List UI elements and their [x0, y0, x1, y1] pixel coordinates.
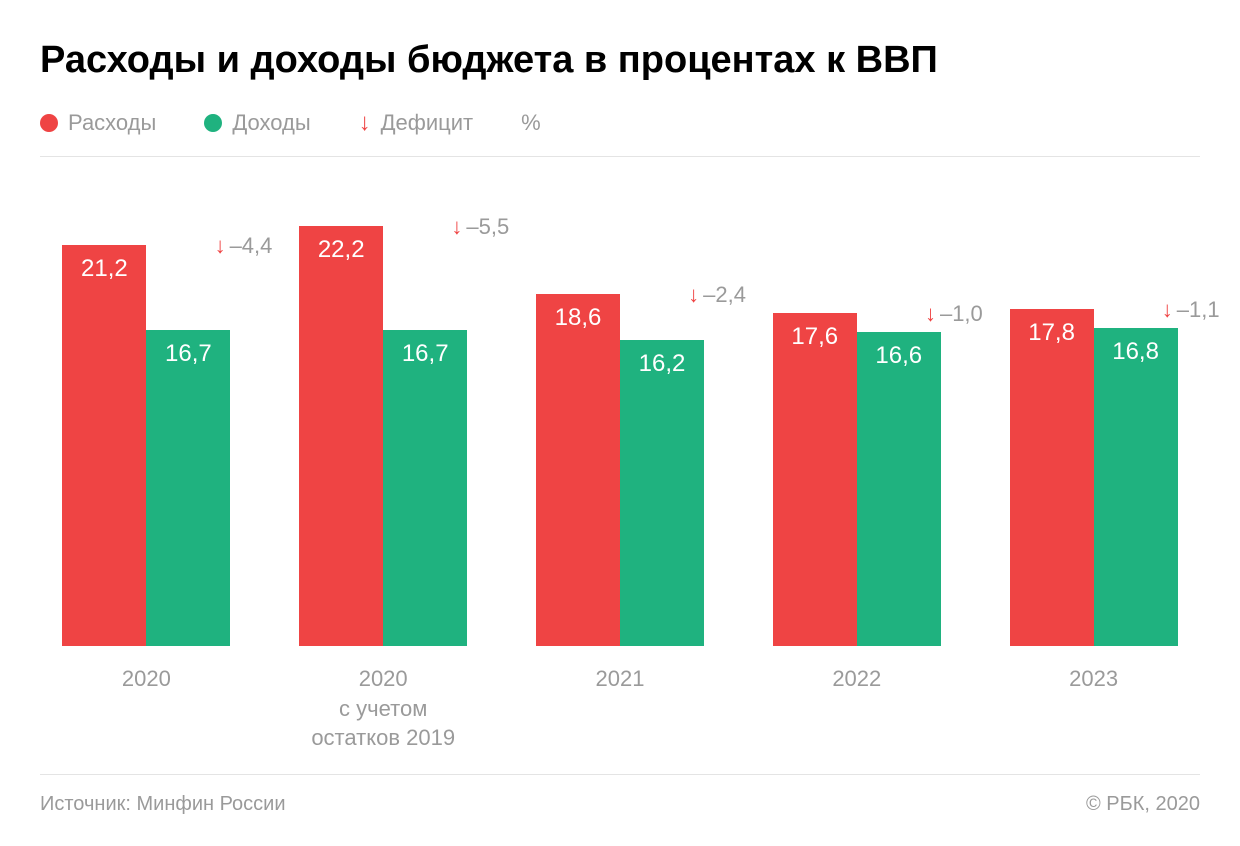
bar-income: 16,8: [1094, 328, 1178, 646]
legend-item-expenses: Расходы: [40, 110, 156, 136]
divider-bottom: [40, 774, 1200, 775]
down-arrow-icon: ↓: [1162, 299, 1173, 321]
bar-group: 22,216,7↓–5,52020 с учетом остатков 2019: [277, 226, 490, 756]
bar-group: 18,616,2↓–2,42021: [514, 226, 727, 756]
deficit-annotation: ↓–2,4: [688, 282, 746, 308]
bar-income: 16,7: [383, 330, 467, 646]
category-label: 2020 с учетом остатков 2019: [311, 664, 455, 756]
down-arrow-icon: ↓: [451, 216, 462, 238]
legend-dot-income: [204, 114, 222, 132]
legend-label-unit: %: [521, 110, 541, 136]
footer-copyright: © РБК, 2020: [1086, 793, 1200, 816]
legend-label-deficit: Дефицит: [381, 110, 474, 136]
bars-row: 22,216,7↓–5,5: [277, 226, 490, 646]
legend-label-income: Доходы: [232, 110, 310, 136]
legend-item-income: Доходы: [204, 110, 310, 136]
bar-pair: 22,216,7↓–5,5: [299, 226, 467, 646]
bar-group: 17,816,8↓–1,12023: [987, 226, 1200, 756]
deficit-value: –4,4: [230, 233, 273, 259]
footer-source: Источник: Минфин России: [40, 793, 286, 816]
legend-label-expenses: Расходы: [68, 110, 156, 136]
legend-item-unit: %: [521, 110, 541, 136]
down-arrow-icon: ↓: [925, 303, 936, 325]
bar-expenses: 17,6: [773, 313, 857, 646]
bar-pair: 17,816,8↓–1,1: [1010, 309, 1178, 646]
bar-income: 16,6: [857, 332, 941, 646]
deficit-value: –2,4: [703, 282, 746, 308]
bar-income: 16,7: [146, 330, 230, 646]
footer: Источник: Минфин России © РБК, 2020: [40, 793, 1200, 816]
bar-group: 21,216,7↓–4,42020: [40, 226, 253, 756]
deficit-value: –5,5: [466, 214, 509, 240]
bar-pair: 17,616,6↓–1,0: [773, 313, 941, 646]
legend-dot-expenses: [40, 114, 58, 132]
category-label: 2022: [832, 664, 881, 756]
bar-pair: 21,216,7↓–4,4: [62, 245, 230, 646]
bar-value-expenses: 18,6: [555, 304, 602, 332]
bars-row: 17,616,6↓–1,0: [750, 226, 963, 646]
bar-pair: 18,616,2↓–2,4: [536, 294, 704, 646]
bar-expenses: 21,2: [62, 245, 146, 646]
deficit-annotation: ↓–5,5: [451, 214, 509, 240]
bar-value-expenses: 22,2: [318, 236, 365, 264]
legend-item-deficit: ↓ Дефицит: [359, 110, 474, 136]
bar-group: 17,616,6↓–1,02022: [750, 226, 963, 756]
bar-expenses: 17,8: [1010, 309, 1094, 646]
bar-value-expenses: 17,8: [1028, 319, 1075, 347]
category-label: 2020: [122, 664, 171, 756]
bar-value-income: 16,7: [402, 340, 449, 368]
bar-value-income: 16,2: [639, 350, 686, 378]
bar-income: 16,2: [620, 340, 704, 646]
deficit-annotation: ↓–4,4: [215, 233, 273, 259]
chart-area: 21,216,7↓–4,4202022,216,7↓–5,52020 с уче…: [40, 157, 1200, 756]
bars-row: 18,616,2↓–2,4: [514, 226, 727, 646]
down-arrow-icon: ↓: [688, 284, 699, 306]
deficit-annotation: ↓–1,1: [1162, 297, 1220, 323]
bar-expenses: 22,2: [299, 226, 383, 646]
down-arrow-icon: ↓: [359, 111, 371, 135]
bars-row: 17,816,8↓–1,1: [987, 226, 1200, 646]
bar-value-expenses: 21,2: [81, 255, 128, 283]
bar-value-income: 16,7: [165, 340, 212, 368]
deficit-annotation: ↓–1,0: [925, 301, 983, 327]
chart-title: Расходы и доходы бюджета в процентах к В…: [40, 40, 1200, 82]
bar-expenses: 18,6: [536, 294, 620, 646]
down-arrow-icon: ↓: [215, 235, 226, 257]
bar-value-income: 16,6: [875, 342, 922, 370]
bars-row: 21,216,7↓–4,4: [40, 226, 253, 646]
deficit-value: –1,1: [1177, 297, 1220, 323]
deficit-value: –1,0: [940, 301, 983, 327]
bar-value-expenses: 17,6: [791, 323, 838, 351]
category-label: 2023: [1069, 664, 1118, 756]
legend: Расходы Доходы ↓ Дефицит %: [40, 110, 1200, 136]
bar-value-income: 16,8: [1112, 338, 1159, 366]
category-label: 2021: [596, 664, 645, 756]
